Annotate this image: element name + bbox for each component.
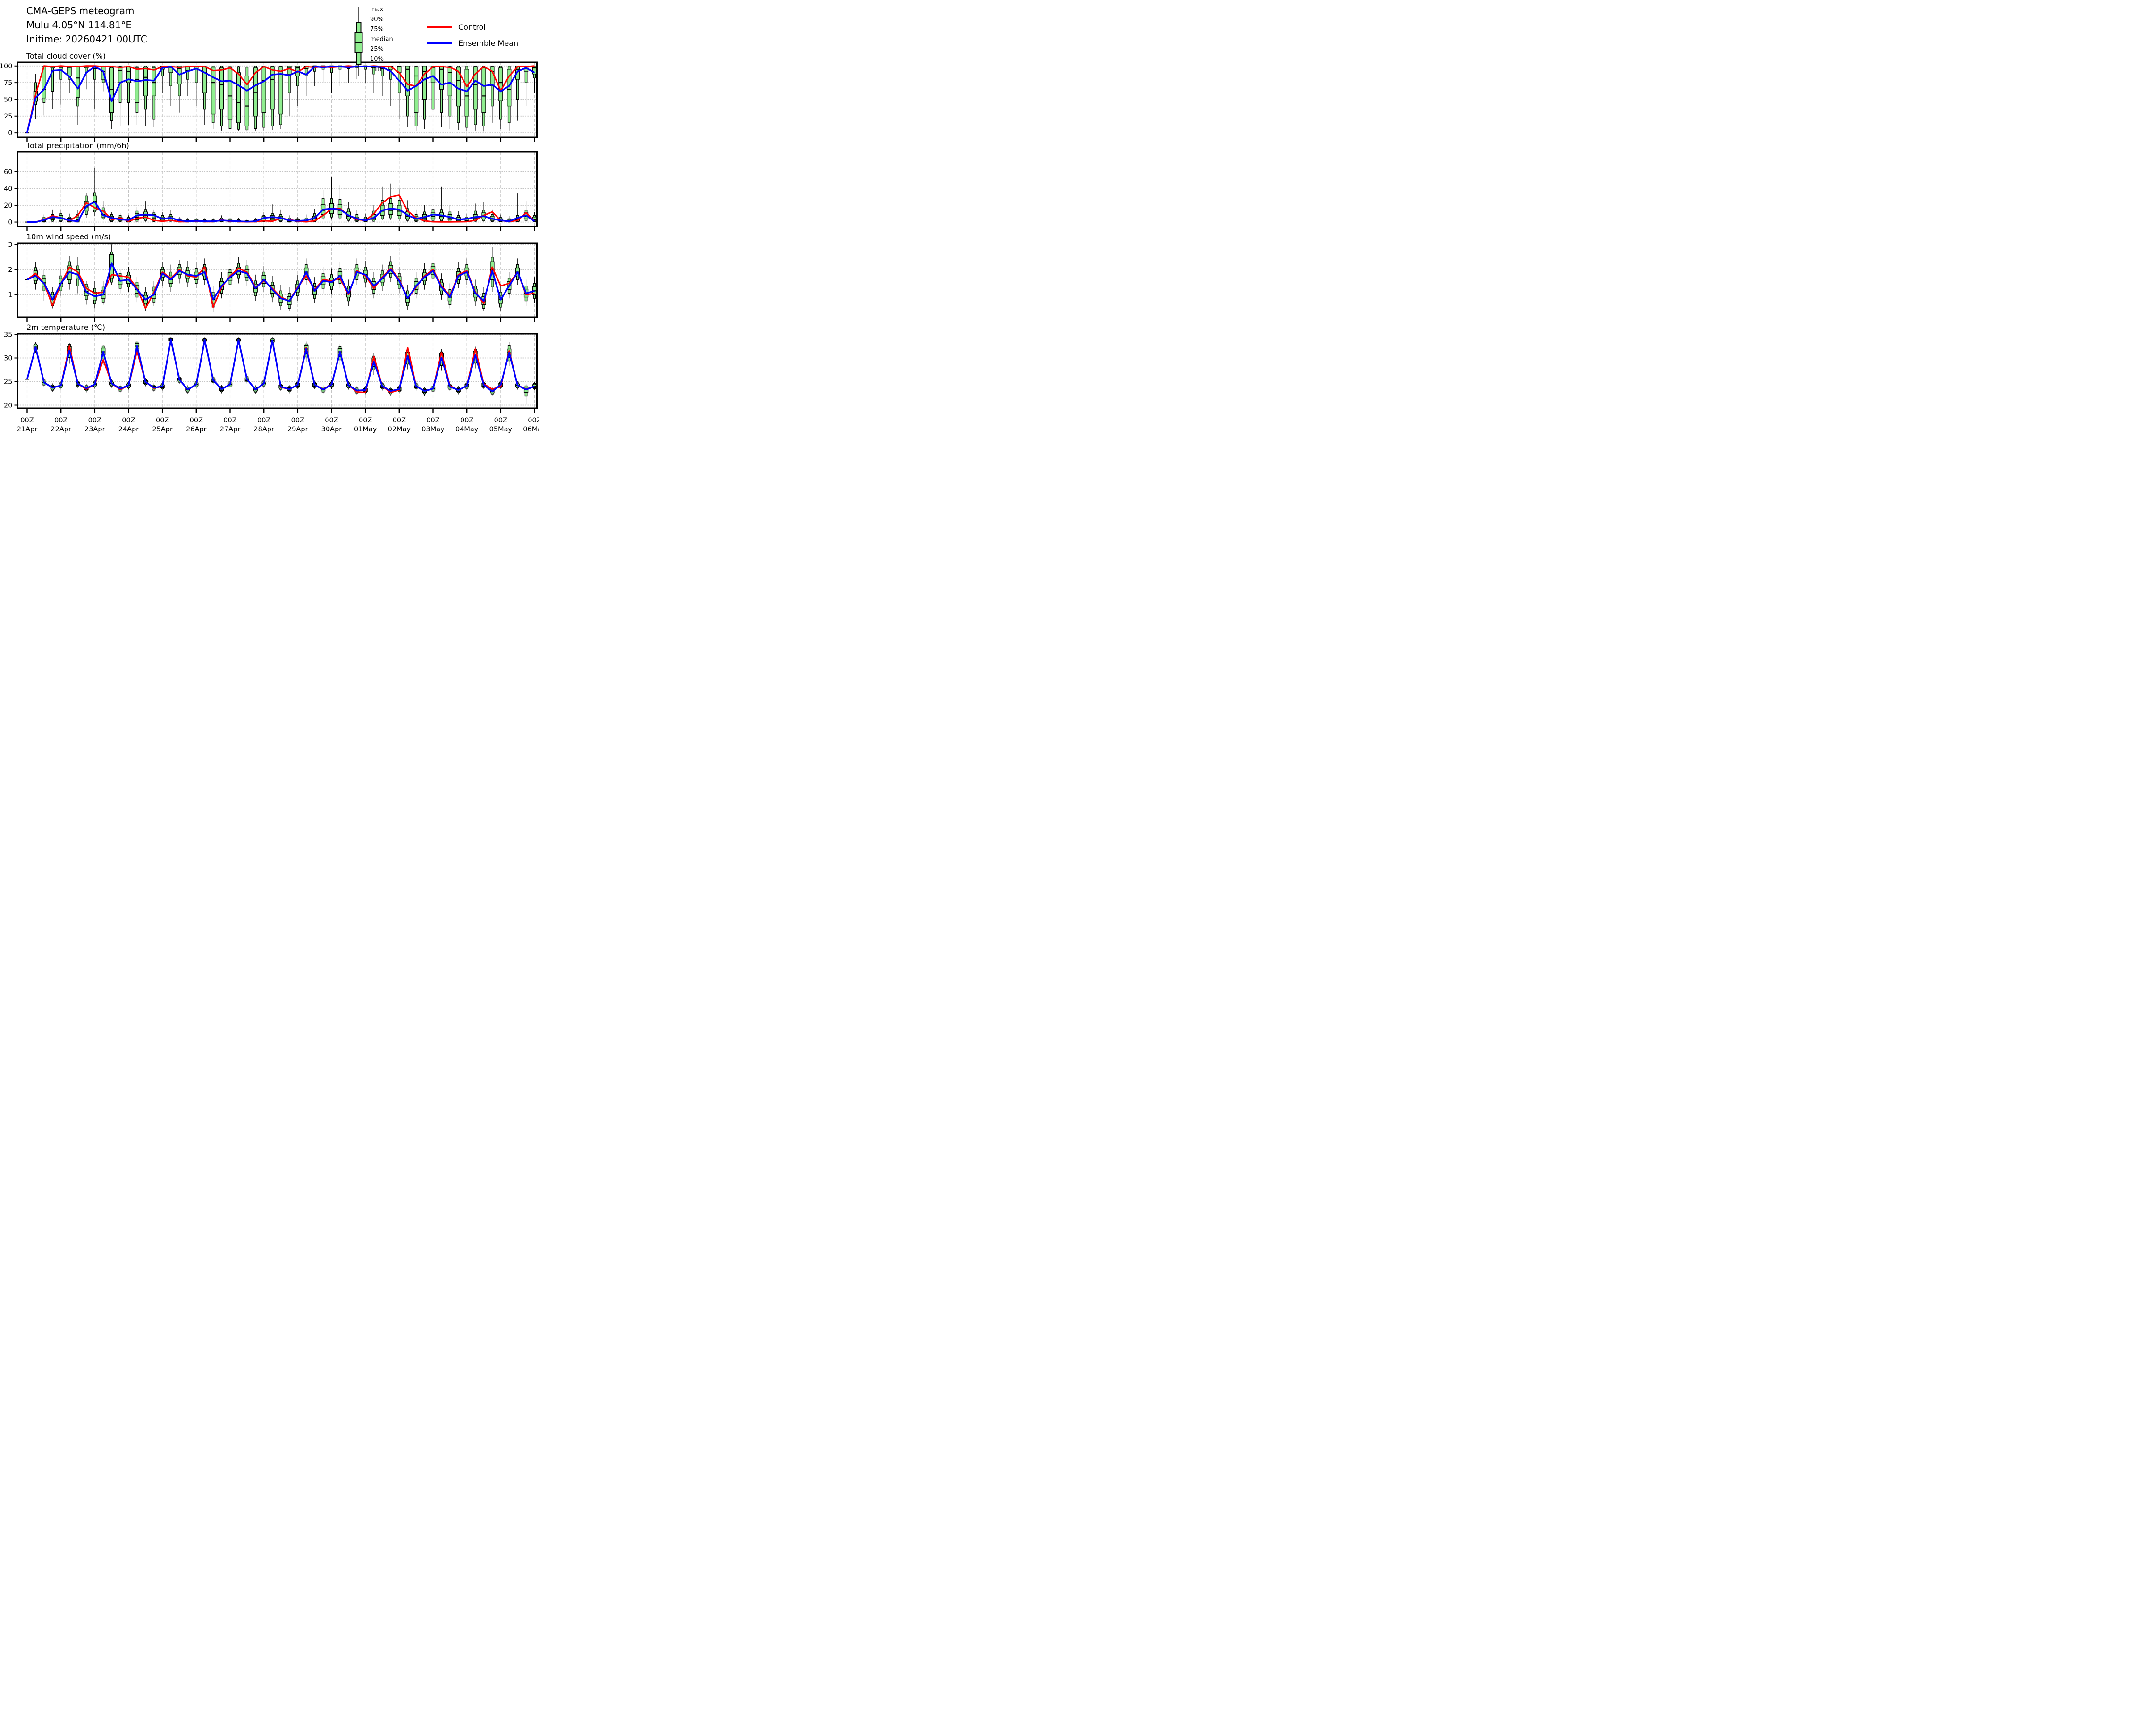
meteogram-page: 0 25 50 75 100 0 20 40 60 1 2 3 20 25 30 35 00Z 21Apr 00Z 2… xyxy=(0,0,539,433)
svg-text:30Apr: 30Apr xyxy=(321,426,342,433)
location-label: Mulu 4.05°N 114.81°E xyxy=(26,19,132,31)
wind-speed-panel: 1 2 3 xyxy=(8,241,538,322)
svg-text:01May: 01May xyxy=(354,426,377,433)
svg-text:04May: 04May xyxy=(455,426,479,433)
svg-text:03May: 03May xyxy=(421,426,445,433)
boxplot-legend-glyph xyxy=(354,7,363,76)
legend-ensemble-row: Ensemble Mean xyxy=(427,35,518,51)
svg-text:21Apr: 21Apr xyxy=(17,426,38,433)
boxplot-legend-labels: max 90% 75% median 25% 10% min xyxy=(370,5,393,74)
svg-text:00Z: 00Z xyxy=(20,417,34,424)
legend-control-row: Control xyxy=(427,19,518,35)
page-title: CMA-GEPS meteogram xyxy=(26,5,135,17)
legend-75pct-label: 75% xyxy=(370,26,384,33)
svg-text:00Z: 00Z xyxy=(156,417,169,424)
svg-text:00Z: 00Z xyxy=(393,417,406,424)
svg-text:00Z: 00Z xyxy=(190,417,203,424)
legend-min-label: min xyxy=(370,66,382,73)
svg-text:00Z: 00Z xyxy=(88,417,101,424)
svg-text:00Z: 00Z xyxy=(54,417,67,424)
svg-text:0: 0 xyxy=(8,219,12,227)
svg-text:00Z: 00Z xyxy=(325,417,338,424)
x-axis-labels: 00Z 21Apr 00Z 22Apr 00Z 23Apr 00Z 24Apr 00Z 25Apr… xyxy=(17,417,539,433)
svg-text:26Apr: 26Apr xyxy=(186,426,207,433)
wind-speed-panel-ensemble-mean-line xyxy=(26,262,535,302)
svg-text:02May: 02May xyxy=(388,426,411,433)
legend-10pct-label: 10% xyxy=(370,56,384,63)
svg-text:25: 25 xyxy=(4,379,12,386)
svg-text:40: 40 xyxy=(4,185,12,193)
svg-text:25Apr: 25Apr xyxy=(152,426,173,433)
inittime-label: Initime: 20260421 00UTC xyxy=(26,34,147,45)
svg-text:20: 20 xyxy=(4,402,12,410)
svg-text:00Z: 00Z xyxy=(257,417,270,424)
svg-text:35: 35 xyxy=(4,331,12,339)
panel-title-cloud-cover: Total cloud cover (%) xyxy=(26,51,106,60)
svg-text:3: 3 xyxy=(8,241,12,249)
legend-median-label: median xyxy=(370,36,393,43)
svg-text:2: 2 xyxy=(8,266,12,274)
ensemble-mean-label: Ensemble Mean xyxy=(458,38,519,48)
total-cloud-cover-panel: 0 25 50 75 100 xyxy=(0,61,538,142)
svg-text:60: 60 xyxy=(4,168,12,176)
total-precipitation-panel: 0 20 40 60 xyxy=(4,151,538,231)
svg-text:06May: 06May xyxy=(523,426,539,433)
svg-text:29Apr: 29Apr xyxy=(287,426,308,433)
svg-text:00Z: 00Z xyxy=(460,417,473,424)
svg-text:00Z: 00Z xyxy=(426,417,439,424)
total-cloud-cover-panel-control-line xyxy=(26,65,535,133)
svg-text:50: 50 xyxy=(4,96,12,103)
panel-title-wind-speed: 10m wind speed (m/s) xyxy=(26,232,111,241)
svg-text:100: 100 xyxy=(0,63,13,70)
svg-text:28Apr: 28Apr xyxy=(253,426,274,433)
legend-90pct-label: 90% xyxy=(370,16,384,23)
meteogram-chart: 0 25 50 75 100 0 20 40 60 1 2 3 20 25 30 35 00Z 21Apr 00Z 2… xyxy=(0,61,539,433)
panel-title-temperature: 2m temperature (℃) xyxy=(26,323,105,332)
svg-text:0: 0 xyxy=(8,129,12,137)
svg-text:00Z: 00Z xyxy=(291,417,304,424)
svg-text:22Apr: 22Apr xyxy=(51,426,71,433)
legend-max-label: max xyxy=(370,6,384,13)
svg-text:24Apr: 24Apr xyxy=(118,426,139,433)
svg-text:00Z: 00Z xyxy=(528,417,539,424)
svg-text:00Z: 00Z xyxy=(359,417,372,424)
panel-title-precipitation: Total precipitation (mm/6h) xyxy=(26,141,129,150)
series-legend: Control Ensemble Mean xyxy=(427,19,518,51)
temperature-panel: 20 25 30 35 xyxy=(4,331,538,413)
svg-text:25: 25 xyxy=(4,113,12,120)
svg-text:05May: 05May xyxy=(489,426,513,433)
svg-text:30: 30 xyxy=(4,355,12,362)
svg-text:20: 20 xyxy=(4,202,12,210)
svg-text:27Apr: 27Apr xyxy=(220,426,241,433)
svg-text:1: 1 xyxy=(8,291,12,299)
total-cloud-cover-panel-ensemble-mean-line xyxy=(26,66,535,133)
temperature-panel-ensemble-mean-line xyxy=(26,338,535,393)
svg-text:00Z: 00Z xyxy=(223,417,236,424)
total-precipitation-panel-ensemble-mean-line xyxy=(27,201,535,223)
legend-25pct-label: 25% xyxy=(370,46,384,53)
svg-text:00Z: 00Z xyxy=(494,417,507,424)
ensemble-mean-line-sample xyxy=(427,42,452,44)
header: CMA-GEPS meteogram Mulu 4.05°N 114.81°E … xyxy=(26,4,147,46)
svg-text:23Apr: 23Apr xyxy=(84,426,105,433)
svg-text:00Z: 00Z xyxy=(122,417,135,424)
control-line-sample xyxy=(427,26,452,28)
control-label: Control xyxy=(458,22,486,32)
svg-text:75: 75 xyxy=(4,79,12,87)
